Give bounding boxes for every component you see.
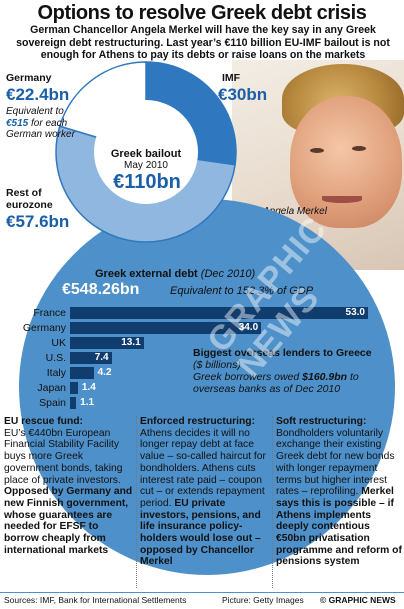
column-heading: EU rescue fund: bbox=[4, 416, 83, 427]
imf-value: €30bn bbox=[218, 85, 268, 104]
germany-value: €22.4bn bbox=[6, 85, 70, 104]
column-body: Bondholders voluntarily exchange their e… bbox=[276, 427, 395, 498]
footer: Sources: IMF, Bank for International Set… bbox=[0, 592, 404, 609]
photo-eye-right bbox=[352, 146, 366, 151]
photo-eye-left bbox=[310, 148, 324, 153]
lenders-callout: Biggest overseas lenders to Greece ($ bi… bbox=[193, 347, 373, 395]
callout-line2: to overseas banks as of Dec 2010 bbox=[193, 371, 359, 395]
rest-eurozone-value: €57.6bn bbox=[6, 212, 70, 231]
footer-sources: Sources: IMF, Bank for International Set… bbox=[4, 595, 187, 605]
page-title: Options to resolve Greek debt crisis bbox=[37, 2, 367, 24]
column-heading: Enforced restructuring: bbox=[140, 416, 255, 427]
column-bold: Merkel says this is possible – if Athens… bbox=[276, 486, 402, 568]
bar-value-label: 53.0 bbox=[345, 307, 365, 318]
imf-label: IMF bbox=[222, 72, 241, 84]
column-divider bbox=[136, 416, 137, 588]
callout-heading: Biggest overseas lenders to Greece bbox=[193, 347, 372, 359]
debt-total-note: Equivalent to 152.3% of GDP bbox=[170, 285, 314, 297]
photo-caption: Angela Merkel bbox=[263, 206, 327, 217]
background-circle bbox=[19, 199, 395, 575]
column-divider bbox=[272, 416, 273, 588]
bar-category-label: Japan bbox=[37, 382, 66, 394]
callout-line1: Greek borrowers owed bbox=[193, 371, 300, 383]
column-body: Athens decides it will no longer repay d… bbox=[140, 427, 266, 509]
bar bbox=[70, 397, 77, 409]
germany-note: Equivalent to €515 for each German worke… bbox=[6, 106, 75, 140]
debt-title-note: (Dec 2010) bbox=[200, 268, 256, 280]
footer-picture: Picture: Getty Images bbox=[222, 595, 304, 605]
bar bbox=[70, 367, 94, 379]
callout-unit: ($ billions) bbox=[193, 359, 241, 371]
column-enforced-restructuring: Enforced restructuring: Athens decides i… bbox=[140, 416, 269, 568]
photo-mouth bbox=[322, 196, 362, 203]
bar: 34.0 bbox=[70, 322, 262, 334]
bailout-label: Greek bailout bbox=[110, 148, 182, 160]
column-soft-restructuring: Soft restructuring: Bondholders voluntar… bbox=[276, 416, 402, 568]
column-bold: Opposed by Germany and new Finnish gover… bbox=[4, 486, 133, 556]
photo-face bbox=[290, 96, 402, 228]
bar-chart: France 53.0 Germany 34.0 UK 13.1 U.S. 7.4 Italy 4… bbox=[23, 307, 368, 417]
bar-category-label: Italy bbox=[46, 367, 66, 379]
bar-category-label: Spain bbox=[39, 397, 66, 409]
column-eu-rescue-fund: EU rescue fund: EU’s €440bn European Fin… bbox=[4, 416, 133, 556]
debt-total: €548.26bn bbox=[62, 281, 140, 298]
bar: 7.4 bbox=[70, 352, 112, 364]
bar-category-label: U.S. bbox=[45, 352, 66, 364]
column-bold: EU private investors, pensions, and life… bbox=[140, 497, 261, 568]
donut-hole bbox=[94, 100, 198, 204]
bar-category-label: Germany bbox=[22, 322, 66, 334]
callout-amount: $160.9bn bbox=[302, 371, 348, 383]
bar bbox=[70, 382, 78, 394]
bar-category-label: France bbox=[33, 307, 66, 319]
bar: 13.1 bbox=[70, 337, 144, 349]
column-heading: Soft restructuring: bbox=[276, 416, 367, 427]
bar-value-label: 34.0 bbox=[238, 322, 259, 333]
column-body: EU’s €440bn European Financial Stability… bbox=[4, 427, 123, 486]
debt-title: Greek external debt bbox=[95, 268, 198, 280]
intro-text: German Chancellor Angela Merkel will hav… bbox=[16, 24, 390, 61]
debt-title-row: Greek external debt (Dec 2010) bbox=[95, 268, 255, 280]
bailout-donut bbox=[55, 61, 237, 243]
bar-category-label: UK bbox=[51, 337, 66, 349]
bar-value-label: 1.1 bbox=[80, 397, 95, 408]
bar: 53.0 bbox=[70, 307, 368, 319]
bar-value-label: 1.4 bbox=[81, 382, 96, 393]
footer-credit: © GRAPHIC NEWS bbox=[320, 595, 396, 605]
bailout-total: €110bn bbox=[113, 171, 181, 193]
bar-value-label: 13.1 bbox=[121, 337, 141, 348]
bar-value-label: 4.2 bbox=[97, 367, 112, 378]
rest-eurozone-label: Rest of eurozone bbox=[6, 187, 53, 211]
bailout-date: May 2010 bbox=[124, 160, 168, 171]
bar-value-label: 7.4 bbox=[94, 352, 109, 363]
germany-label: Germany bbox=[6, 72, 52, 84]
